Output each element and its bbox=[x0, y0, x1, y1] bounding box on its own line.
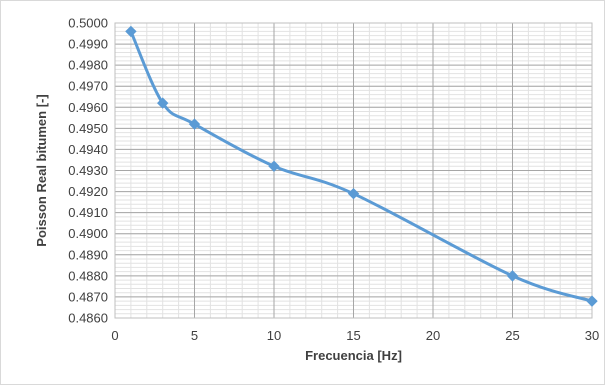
data-point-marker bbox=[586, 295, 598, 307]
y-tick-label: 0.4920 bbox=[68, 184, 108, 199]
y-tick-label: 0.4970 bbox=[68, 79, 108, 94]
y-tick-label: 0.4870 bbox=[68, 289, 108, 304]
data-point-marker bbox=[125, 25, 137, 38]
x-tick-label: 20 bbox=[426, 328, 440, 343]
y-tick-label: 0.4940 bbox=[68, 142, 108, 157]
data-point-marker bbox=[268, 160, 280, 172]
data-point-marker bbox=[506, 270, 519, 282]
x-tick-label: 10 bbox=[267, 328, 281, 343]
data-point-marker bbox=[347, 187, 360, 200]
y-axis-title: Poisson Real bitumen [-] bbox=[34, 94, 49, 246]
y-axis-tick-labels: 0.4860 0.4870 0.4880 0.4890 0.4900 0.4910 0.49… bbox=[68, 16, 108, 326]
series-markers bbox=[125, 25, 598, 307]
x-tick-label: 5 bbox=[191, 328, 198, 343]
y-tick-label: 0.4910 bbox=[68, 205, 108, 220]
y-tick-label: 0.4960 bbox=[68, 100, 108, 115]
x-tick-label: 30 bbox=[585, 328, 599, 343]
y-tick-label: 0.4880 bbox=[68, 268, 108, 283]
data-point-marker bbox=[188, 118, 201, 130]
y-tick-label: 0.4900 bbox=[68, 226, 108, 241]
y-tick-label: 0.4860 bbox=[68, 311, 108, 326]
major-gridlines bbox=[114, 22, 593, 319]
y-tick-label: 0.4990 bbox=[68, 37, 108, 52]
x-tick-label: 15 bbox=[346, 328, 360, 343]
y-tick-label: 0.4980 bbox=[68, 58, 108, 73]
y-tick-label: 0.5000 bbox=[68, 16, 108, 31]
y-tick-label: 0.4950 bbox=[68, 121, 108, 136]
plot-area-border bbox=[114, 22, 593, 319]
x-axis-tick-labels: 0 5 10 15 20 25 30 bbox=[111, 328, 599, 343]
x-tick-label: 0 bbox=[111, 328, 118, 343]
x-axis-title: Frecuencia [Hz] bbox=[305, 348, 402, 363]
y-tick-label: 0.4930 bbox=[68, 163, 108, 178]
y-tick-label: 0.4890 bbox=[68, 247, 108, 262]
x-tick-label: 25 bbox=[505, 328, 519, 343]
data-point-marker bbox=[156, 97, 169, 109]
